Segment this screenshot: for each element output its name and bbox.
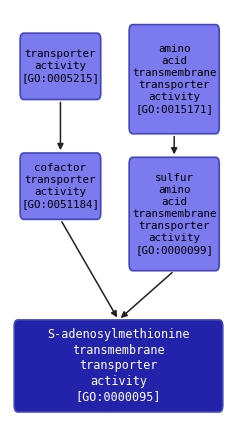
FancyBboxPatch shape: [129, 157, 219, 271]
FancyBboxPatch shape: [20, 33, 101, 100]
Text: cofactor
transporter
activity
[GO:0051184]: cofactor transporter activity [GO:005118…: [21, 163, 100, 209]
FancyBboxPatch shape: [14, 320, 223, 412]
Text: transporter
activity
[GO:0005215]: transporter activity [GO:0005215]: [21, 49, 100, 83]
FancyBboxPatch shape: [129, 25, 219, 134]
FancyBboxPatch shape: [20, 153, 101, 220]
Text: S-adenosylmethionine
transmembrane
transporter
activity
[GO:0000095]: S-adenosylmethionine transmembrane trans…: [47, 328, 190, 404]
Text: sulfur
amino
acid
transmembrane
transporter
activity
[GO:0000099]: sulfur amino acid transmembrane transpor…: [132, 173, 216, 255]
Text: amino
acid
transmembrane
transporter
activity
[GO:0015171]: amino acid transmembrane transporter act…: [132, 44, 216, 114]
